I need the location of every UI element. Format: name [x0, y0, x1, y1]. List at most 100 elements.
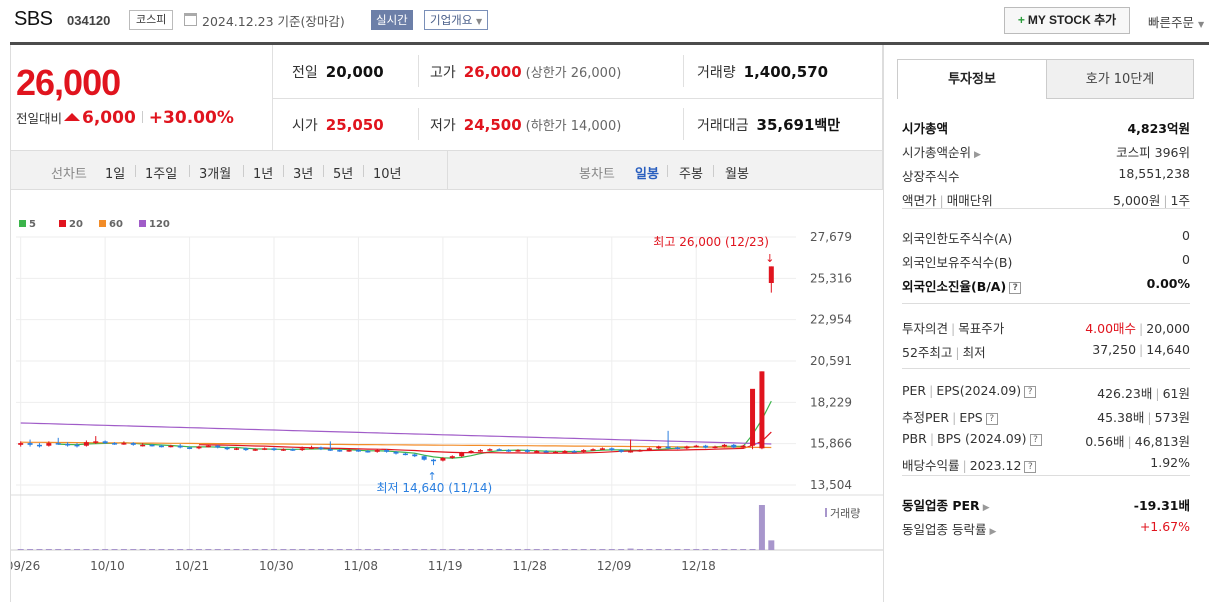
info-key-text: 2023.12	[969, 458, 1022, 473]
volume-bar	[712, 549, 719, 550]
info-value-text: 5,000원	[1113, 193, 1161, 208]
candle-body	[290, 449, 296, 451]
candle-body	[55, 443, 61, 445]
info-value-text: 4.00매수	[1085, 321, 1137, 336]
tab-weekly[interactable]: 주봉	[679, 167, 703, 182]
info-key-text: 52주최고	[902, 345, 953, 360]
help-icon[interactable]: ?	[1009, 282, 1022, 294]
candle-body	[393, 451, 399, 454]
tab-hoga[interactable]: 호가 10단계	[1046, 59, 1194, 99]
candle-body	[440, 457, 446, 461]
divider	[418, 108, 419, 140]
volume-bar	[308, 549, 315, 550]
tab-1w[interactable]: 1주일	[145, 167, 178, 182]
candle-body	[18, 443, 24, 445]
x-tick-label: 09/26	[11, 559, 40, 573]
volume-bar	[139, 549, 146, 550]
chevron-right-icon[interactable]: ▶	[982, 503, 990, 513]
separator: |	[1139, 321, 1144, 336]
tab-1d[interactable]: 1일	[105, 167, 126, 182]
info-key: 외국인보유주식수(B)	[902, 252, 1012, 271]
legend-swatch	[19, 220, 26, 227]
quick-order-link[interactable]: 빠른주문 ▼	[1148, 12, 1204, 31]
candle-body	[337, 450, 343, 452]
volume-bar	[102, 549, 109, 550]
candle-body	[187, 447, 193, 449]
chevron-right-icon[interactable]: ▶	[989, 527, 997, 537]
candle-body	[740, 445, 746, 448]
info-key: 동일업종 등락률 ▶	[902, 519, 996, 538]
help-icon[interactable]: ?	[1024, 461, 1037, 473]
help-icon[interactable]: ?	[1029, 434, 1042, 446]
up-arrow-icon	[64, 113, 81, 121]
tab-10y[interactable]: 10년	[373, 167, 402, 182]
info-value-text: 46,813원	[1134, 434, 1190, 449]
tab-monthly[interactable]: 월봉	[725, 167, 749, 182]
volume-bar	[83, 549, 90, 550]
legend-label: 5	[29, 219, 36, 230]
tab-3m[interactable]: 3개월	[199, 167, 232, 182]
stat-label: 거래대금	[697, 118, 749, 134]
info-row: 시가총액순위 ▶ 코스피 396위	[902, 139, 1190, 161]
candle-body	[768, 266, 774, 283]
volume-bar	[533, 549, 540, 550]
candle-body	[280, 449, 286, 451]
candle-body	[477, 450, 483, 452]
candle-body	[83, 442, 89, 446]
volume-bar	[758, 505, 765, 550]
volume-bar	[561, 549, 568, 550]
info-value: 426.23배 | 61원	[1097, 383, 1190, 402]
volume-bar	[317, 549, 324, 550]
candle-body	[384, 450, 390, 452]
separator: |	[929, 383, 934, 398]
y-tick-label: 15,866	[810, 437, 852, 451]
info-value: 5,000원 | 1주	[1113, 190, 1190, 209]
candle-body	[346, 450, 352, 452]
y-tick-label: 20,591	[810, 354, 852, 368]
info-key-text: 시가총액	[902, 121, 949, 136]
candle-body	[262, 448, 268, 450]
tab-invest-info[interactable]: 투자정보	[897, 59, 1047, 99]
info-row: 외국인소진율(B/A)? 0.00%	[902, 273, 1190, 295]
separator: |	[939, 193, 944, 208]
volume-bar	[158, 549, 165, 550]
volume-bar	[655, 549, 662, 550]
tab-1y[interactable]: 1년	[253, 167, 274, 182]
company-info-dropdown[interactable]: 기업개요 ▼	[424, 10, 489, 30]
volume-bar	[177, 549, 184, 550]
my-stock-add-button[interactable]: + MY STOCK 추가	[1004, 7, 1130, 34]
candle-body	[233, 448, 239, 450]
separator	[283, 165, 284, 177]
stat-label: 시가	[292, 118, 318, 134]
x-tick-label: 10/21	[175, 559, 210, 573]
stock-chart[interactable]: 27,679 25,316 22,954 20,591 18,229 15,866 13,5…	[6, 190, 883, 602]
info-value-text: 코스피 396위	[1116, 145, 1190, 160]
legend-swatch	[59, 220, 66, 227]
candle-chart-label: 봉차트	[579, 167, 615, 182]
help-icon[interactable]: ?	[985, 413, 998, 425]
volume-bar	[580, 549, 587, 550]
stat-volume: 거래량 1,400,570	[697, 62, 828, 82]
plus-icon: +	[1017, 13, 1025, 27]
volume-bar	[627, 548, 634, 550]
stat-value: 20,000	[325, 63, 384, 81]
tab-5y[interactable]: 5년	[333, 167, 354, 182]
base-date: 2024.12.23 기준(장마감)	[202, 14, 345, 29]
volume-bar	[477, 549, 484, 550]
tab-3y[interactable]: 3년	[293, 167, 314, 182]
stat-prev: 전일 20,000	[292, 62, 384, 82]
tab-daily[interactable]: 일봉	[635, 167, 659, 182]
info-key-text: 배당수익률	[902, 458, 960, 473]
x-tick-label: 12/09	[597, 559, 632, 573]
volume-bar	[505, 549, 512, 550]
candle-body	[27, 443, 33, 445]
candle-body	[684, 446, 690, 449]
candle-body	[102, 441, 108, 444]
x-tick-label: 10/30	[259, 559, 294, 573]
help-icon[interactable]: ?	[1024, 386, 1037, 398]
realtime-button[interactable]: 실시간	[371, 10, 413, 30]
volume-bar	[421, 549, 428, 550]
chevron-right-icon[interactable]: ▶	[974, 150, 981, 160]
volume-bar	[618, 549, 625, 550]
calendar-icon	[184, 13, 197, 26]
